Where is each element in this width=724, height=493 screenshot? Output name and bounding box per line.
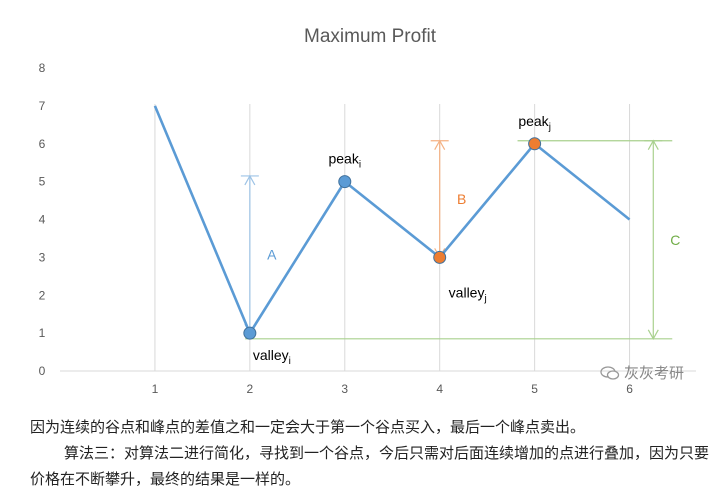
arrow-head <box>434 139 446 151</box>
x-tick-label: 3 <box>341 382 348 396</box>
point-label-valley-j: valleyj <box>449 284 487 304</box>
watermark-text: 灰灰考研 <box>624 364 685 382</box>
x-tick-label: 6 <box>626 382 633 396</box>
y-tick-label: 6 <box>39 137 46 151</box>
arrow-head <box>647 139 659 151</box>
annotation-label-C: C <box>670 232 680 248</box>
point-valley-j <box>433 250 447 264</box>
arrow-head <box>244 174 256 186</box>
watermark: 灰灰考研 <box>600 362 684 383</box>
gridlines <box>154 104 631 371</box>
wechat-icon <box>600 365 620 380</box>
y-tick-label: 2 <box>39 288 46 302</box>
annotation-label-B: B <box>457 191 466 207</box>
arrow-head <box>647 329 659 341</box>
y-tick-label: 7 <box>39 99 46 113</box>
x-tick-label: 4 <box>436 382 443 396</box>
point-label-valley-i: valleyi <box>253 347 291 367</box>
y-tick-label: 3 <box>39 250 46 264</box>
caption-paragraph-2: 算法三：对算法二进行简化，寻找到一个谷点，今后只需对后面连续增加的点进行叠加，因… <box>30 444 710 488</box>
point-peak-i <box>338 175 352 189</box>
annotation-arrows: A B C <box>240 139 680 341</box>
y-tick-label: 1 <box>39 326 46 340</box>
chart-title: Maximum Profit <box>304 26 437 47</box>
point-label-peak-i: peaki <box>328 151 361 171</box>
y-tick-label: 8 <box>39 61 46 75</box>
y-tick-label: 0 <box>39 364 46 378</box>
series-lines <box>153 105 631 335</box>
y-tick-label: 4 <box>39 213 46 227</box>
tick-labels: 0 1 2 3 4 5 6 7 8 1 2 3 4 5 6 <box>39 61 634 396</box>
chart: Maximum Profit A B C valleyi peaki valleyj pe… <box>39 26 696 396</box>
point-peak-j <box>528 137 542 151</box>
annotation-label-A: A <box>267 247 277 263</box>
x-tick-label: 5 <box>531 382 538 396</box>
point-valley-i <box>243 326 257 340</box>
x-tick-label: 1 <box>152 382 159 396</box>
point-label-peak-j: peakj <box>518 113 551 133</box>
points: valleyi peaki valleyj peakj <box>243 113 551 367</box>
y-tick-label: 5 <box>39 175 46 189</box>
caption-line-1: 因为连续的谷点和峰点的差值之和一定会大于第一个谷点买入，最后一个峰点卖出。 <box>30 418 586 436</box>
series-line <box>153 105 631 335</box>
x-tick-label: 2 <box>247 382 254 396</box>
